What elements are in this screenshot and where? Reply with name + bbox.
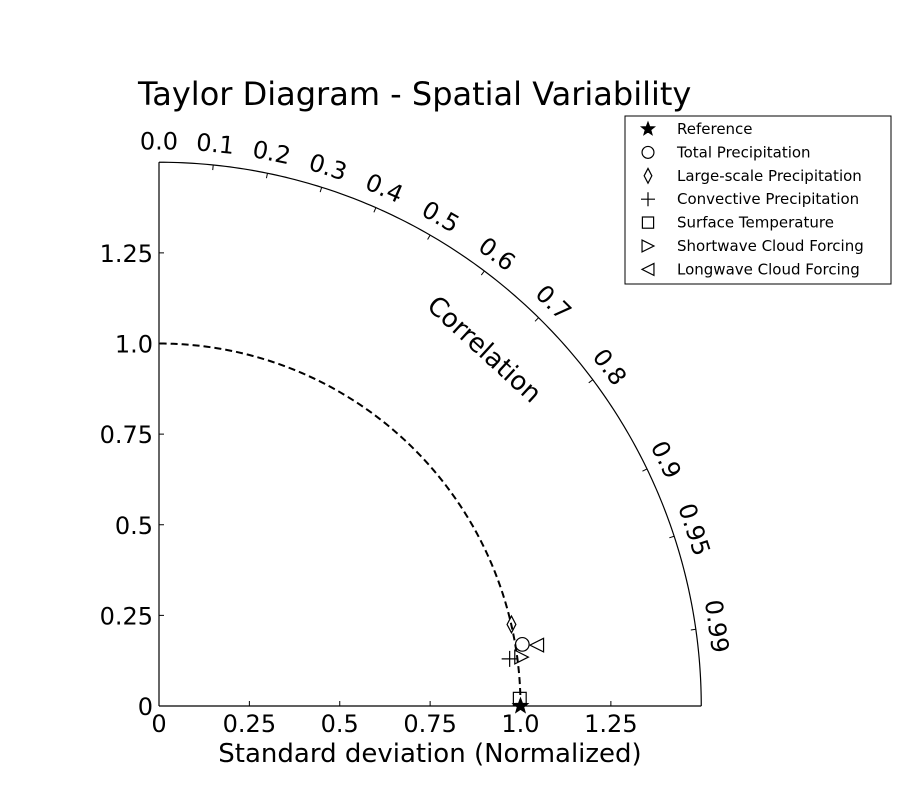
y-tick-label: 0: [138, 693, 153, 721]
data-point-large-scale-precipitation: [506, 614, 517, 635]
legend-label-total-precipitation: Total Precipitation: [676, 143, 811, 161]
legend: Reference Total Precipitation Large-scale …: [624, 115, 892, 285]
corr-tick-mark: [690, 628, 696, 631]
corr-tick-mark: [212, 164, 214, 171]
corr-tick-label: 0.9: [645, 437, 687, 484]
x-axis-label: Standard deviation (Normalized): [218, 739, 641, 769]
diamond-marker: [506, 614, 517, 635]
legend-marker-longwave-cloud-forcing: [640, 262, 655, 277]
legend-marker-shortwave-cloud-forcing: [641, 239, 656, 253]
corr-tick-label: 0.2: [250, 135, 293, 170]
corr-tick-label: 0.3: [306, 148, 351, 186]
x-tick-label: 1.25: [584, 710, 637, 738]
y-tick-label: 1.25: [100, 240, 153, 268]
legend-label-reference: Reference: [677, 120, 753, 138]
corr-tick-mark: [265, 173, 268, 179]
y-tick-label: 0.5: [115, 512, 153, 540]
corr-tick-mark: [669, 535, 675, 539]
legend-label-longwave-cloud-forcing: Longwave Cloud Forcing: [677, 260, 860, 278]
data-point-surface-temperature: [512, 691, 527, 706]
corr-tick-mark: [373, 207, 377, 213]
corr-tick-label: 0.1: [195, 128, 236, 160]
legend-marker-surface-temperature: [641, 216, 655, 229]
legend-marker-total-precipitation: [641, 145, 655, 159]
y-tick-label: 0.25: [100, 602, 153, 630]
outer-arc: [158, 161, 702, 707]
legend-label-large-scale-precipitation: Large-scale Precipitation: [677, 167, 862, 185]
legend-marker-convective-precipitation: [641, 192, 655, 207]
markers-layer: [501, 614, 545, 714]
y-tick-label: 1.0: [115, 331, 153, 359]
x-tick-label: 0.75: [403, 710, 456, 738]
legend-label-shortwave-cloud-forcing: Shortwave Cloud Forcing: [677, 237, 864, 255]
corr-tick-label: 0.99: [699, 598, 734, 655]
triangle-right-marker: [641, 239, 656, 253]
triangle-left-marker: [528, 637, 545, 653]
corr-tick-label: 0.8: [587, 344, 632, 391]
corr-tick-mark: [319, 187, 323, 193]
corr-tick-mark: [588, 379, 594, 384]
star-marker: [639, 120, 657, 136]
corr-tick-label: 0.6: [473, 232, 520, 277]
square-marker: [512, 691, 527, 706]
y-tick-label: 0.75: [100, 421, 153, 449]
corr-tick-label: 0.4: [361, 168, 407, 209]
data-point-total-precipitation: [514, 636, 530, 652]
reference-std-arc: [158, 342, 522, 707]
circle-marker: [641, 145, 655, 159]
legend-label-surface-temperature: Surface Temperature: [677, 214, 834, 232]
legend-marker-reference: [639, 120, 657, 136]
plus-marker: [641, 192, 655, 207]
data-point-shortwave-cloud-forcing: [514, 649, 530, 665]
diamond-marker: [643, 167, 653, 185]
x-tick-label: 0.5: [321, 710, 359, 738]
corr-tick-label: 0.0: [140, 127, 178, 155]
chart-title: Taylor Diagram - Spatial Variability: [137, 75, 691, 113]
square-marker: [641, 216, 655, 229]
triangle-left-marker: [640, 262, 655, 277]
x-tick-label: 0: [151, 710, 166, 738]
legend-label-convective-precipitation: Convective Precipitation: [677, 190, 859, 208]
corr-tick-mark: [427, 234, 431, 240]
data-point-longwave-cloud-forcing: [528, 637, 545, 653]
corr-tick-mark: [642, 468, 648, 472]
legend-frame: [624, 115, 892, 285]
corr-tick-mark: [480, 270, 485, 276]
x-tick-label: 0.25: [223, 710, 276, 738]
circle-marker: [514, 636, 530, 652]
corr-tick-mark: [534, 317, 539, 322]
triangle-right-marker: [514, 649, 530, 665]
x-tick-label: 1.0: [501, 710, 539, 738]
legend-marker-large-scale-precipitation: [643, 167, 653, 185]
